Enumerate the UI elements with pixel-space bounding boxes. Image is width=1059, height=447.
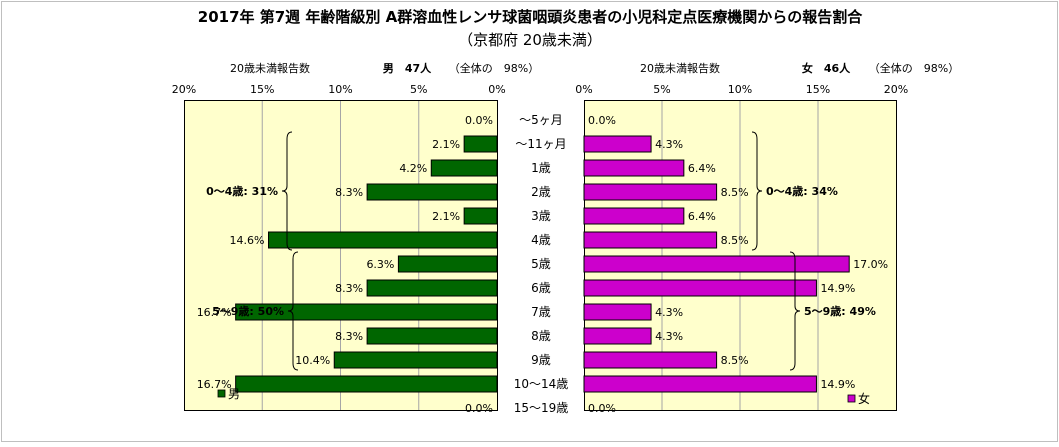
female-x-tick-label: 15% [806, 83, 830, 96]
female-bar [583, 375, 817, 393]
female-bar [583, 159, 685, 177]
female-x-tick-label: 5% [653, 83, 670, 96]
male-group-bracket [287, 251, 299, 371]
female-data-label: 8.5% [721, 186, 749, 199]
category-label: 4歳 [531, 233, 551, 247]
female-data-label: 4.3% [655, 138, 683, 151]
male-group-bracket [281, 131, 293, 251]
male-total-note: （全体の 98%） [449, 61, 539, 75]
male-bar [366, 327, 498, 345]
male-data-label: 16.7% [197, 306, 232, 319]
male-bar [397, 255, 498, 273]
female-bar [583, 135, 652, 153]
female-group-label: 0～4歳: 34% [766, 184, 838, 198]
male-data-label: 8.3% [335, 330, 363, 343]
male-total-label: 男 47人 [383, 61, 432, 75]
female-data-label: 8.5% [721, 354, 749, 367]
male-bar [235, 303, 498, 321]
female-group-bracket [789, 251, 801, 371]
female-total-note: （全体の 98%） [869, 61, 959, 75]
male-x-tick-label: 10% [328, 83, 352, 96]
female-axis-caption: 20歳未満報告数 [640, 62, 720, 75]
female-bar [583, 231, 718, 249]
female-legend-swatch [847, 394, 856, 403]
female-bar [583, 351, 718, 369]
bar-layer [235, 135, 850, 393]
chart-subtitle: （京都府 20歳未満） [458, 31, 602, 49]
female-data-label: 4.3% [655, 330, 683, 343]
male-bar [463, 135, 498, 153]
female-group-bracket [751, 131, 763, 251]
male-bar [366, 183, 498, 201]
male-x-tick-label: 0% [488, 83, 505, 96]
male-data-label: 14.6% [230, 234, 265, 247]
male-data-label: 0.0% [465, 114, 493, 127]
male-data-label: 2.1% [432, 138, 460, 151]
female-x-tick-label: 0% [575, 83, 592, 96]
category-label: 1歳 [531, 161, 551, 175]
category-label: ～11ヶ月 [515, 137, 566, 151]
female-data-label: 6.4% [688, 162, 716, 175]
male-data-label: 8.3% [335, 282, 363, 295]
male-group-label: 0～4歳: 31% [206, 184, 278, 198]
male-legend-swatch [217, 389, 226, 398]
female-x-tick-label: 20% [884, 83, 908, 96]
category-label: ～5ヶ月 [519, 113, 563, 127]
male-data-label: 0.0% [465, 402, 493, 415]
female-data-label: 8.5% [721, 234, 749, 247]
male-legend-label: 男 [228, 387, 240, 401]
male-x-tick-label: 15% [250, 83, 274, 96]
male-group-label: 5～9歳: 50% [212, 304, 284, 318]
male-axis-caption: 20歳未満報告数 [230, 62, 310, 75]
female-data-label: 0.0% [588, 114, 616, 127]
category-label: 5歳 [531, 257, 551, 271]
male-data-label: 4.2% [399, 162, 427, 175]
female-legend-label: 女 [858, 391, 870, 406]
female-data-label: 14.9% [820, 282, 855, 295]
male-bar [366, 279, 498, 297]
male-data-label: 16.7% [197, 378, 232, 391]
male-data-label: 2.1% [432, 210, 460, 223]
male-bar [333, 351, 498, 369]
female-x-tick-label: 10% [728, 83, 752, 96]
male-data-label: 10.4% [295, 354, 330, 367]
female-data-label: 14.9% [820, 378, 855, 391]
female-data-label: 4.3% [655, 306, 683, 319]
female-bar [583, 207, 685, 225]
category-label: 10～14歳 [514, 377, 569, 391]
female-group-label: 5～9歳: 49% [804, 304, 876, 318]
male-x-tick-label: 20% [172, 83, 196, 96]
male-bar [235, 375, 498, 393]
male-x-tick-label: 5% [410, 83, 427, 96]
category-label: 7歳 [531, 305, 551, 319]
male-bar [268, 231, 498, 249]
female-bar [583, 183, 718, 201]
category-label: 9歳 [531, 353, 551, 367]
label-layer: 0% 0% 5% 5% 10% 10% 15% 15% 20% 20% ～5ヶ月 0.0% 0.0% ～1… [172, 83, 908, 415]
female-data-label: 0.0% [588, 402, 616, 415]
female-bar [583, 255, 850, 273]
male-data-label: 6.3% [366, 258, 394, 271]
female-total-label: 女 46人 [802, 61, 851, 75]
male-bar [463, 207, 498, 225]
male-data-label: 8.3% [335, 186, 363, 199]
category-label: 8歳 [531, 329, 551, 343]
bracket-layer: 0～4歳: 31% 5～9歳: 50% 0～4歳: 34% 5～9歳: 49% [206, 131, 876, 371]
female-data-label: 17.0% [853, 258, 888, 271]
category-label: 3歳 [531, 209, 551, 223]
male-bar [430, 159, 498, 177]
category-label: 2歳 [531, 185, 551, 199]
category-label: 6歳 [531, 281, 551, 295]
female-bar [583, 279, 817, 297]
female-data-label: 6.4% [688, 210, 716, 223]
chart-title: 2017年 第7週 年齢階級別 A群溶血性レンサ球菌咽頭炎患者の小児科定点医療機… [198, 8, 863, 26]
female-bar [583, 327, 652, 345]
category-label: 15～19歳 [514, 401, 569, 415]
female-bar [583, 303, 652, 321]
